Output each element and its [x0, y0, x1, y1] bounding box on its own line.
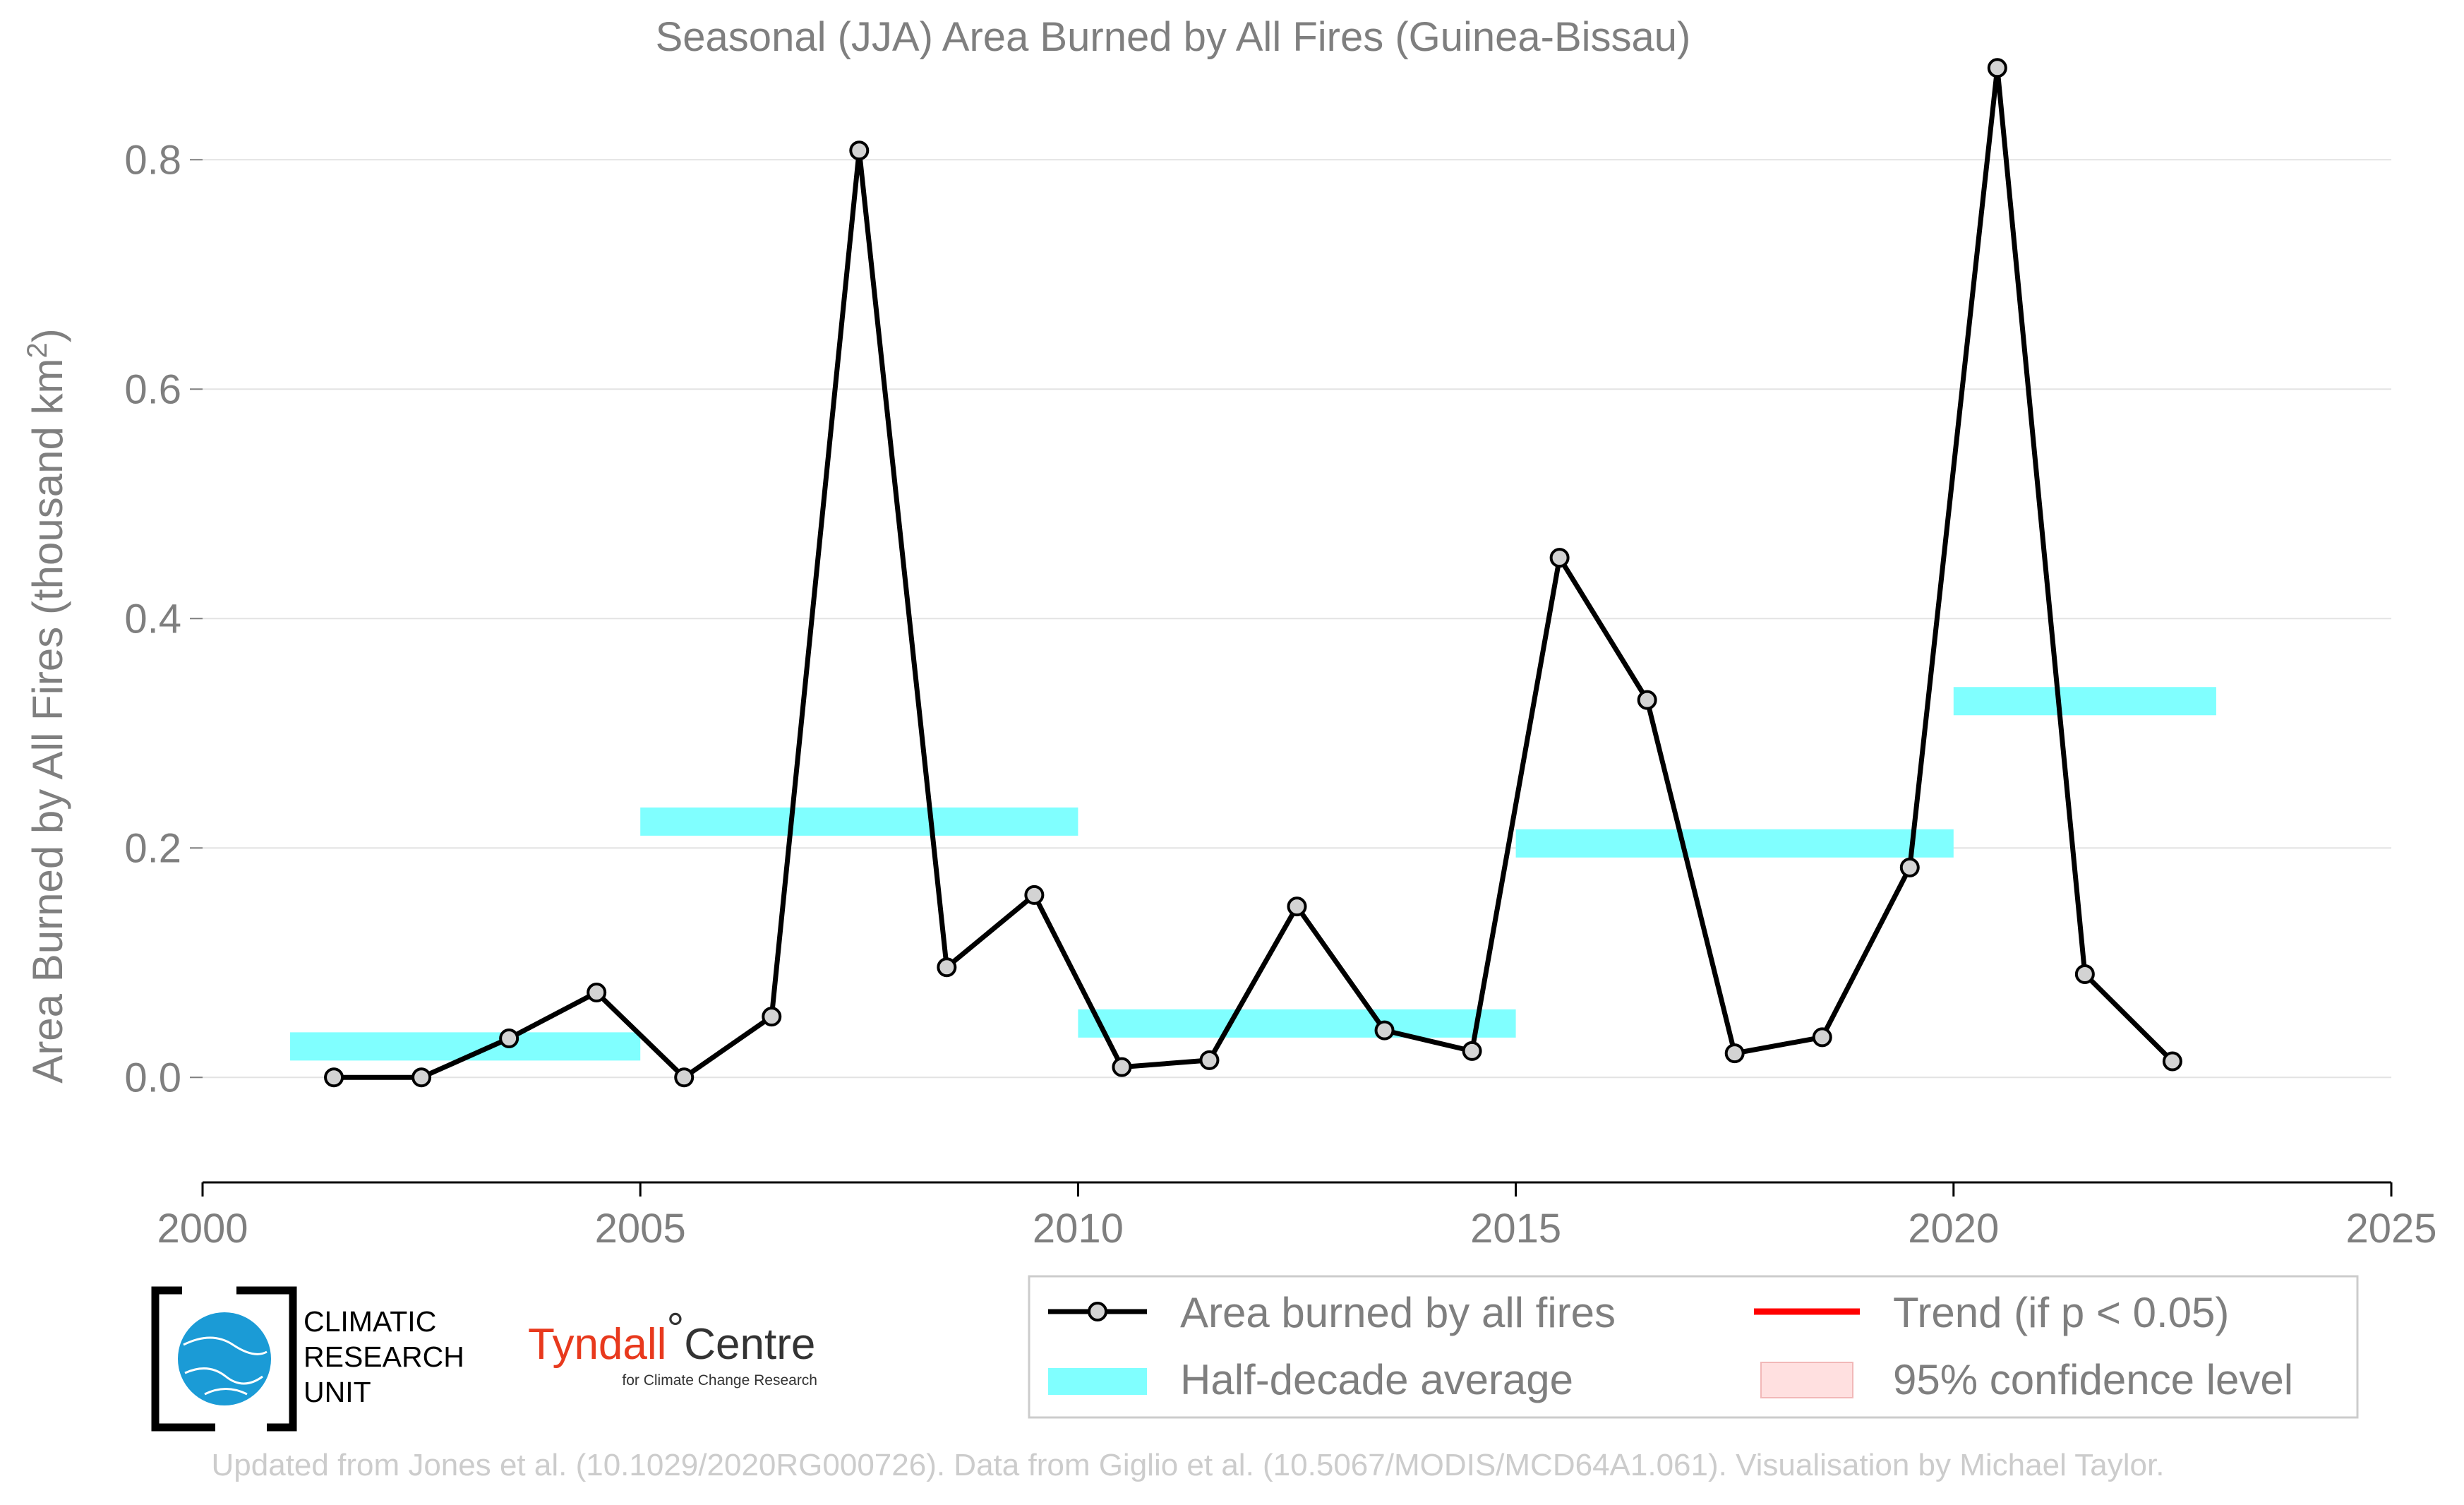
y-tick-labels: 0.0 0.2 0.4 0.6 0.8 — [124, 137, 181, 1101]
half-decade-bar — [1515, 829, 1954, 858]
legend-confidence-symbol — [1760, 1362, 1853, 1398]
x-tick-label: 2020 — [1908, 1206, 1999, 1252]
data-point — [2162, 1051, 2182, 1072]
x-tick-label: 2005 — [595, 1206, 686, 1252]
legend-marker-symbol — [1088, 1302, 1107, 1321]
x-tick-label: 2025 — [2345, 1206, 2436, 1252]
cru-text-line2: RESEARCH — [304, 1341, 464, 1373]
data-point — [937, 957, 957, 978]
data-point — [849, 140, 870, 161]
data-point — [1199, 1050, 1220, 1070]
tyndall-name: Tyndall°Centre — [528, 1305, 815, 1369]
globe-icon — [178, 1312, 271, 1405]
data-point — [411, 1067, 432, 1088]
tyndall-name-b: Centre — [684, 1320, 815, 1369]
data-point — [1024, 885, 1045, 905]
grid-lines — [190, 159, 2391, 1079]
legend-label-trend: Trend (if p < 0.05) — [1893, 1289, 2229, 1336]
y-tick-label: 0.0 — [124, 1055, 181, 1101]
x-tick-label: 2010 — [1033, 1206, 1124, 1252]
tyndall-subtitle: for Climate Change Research — [622, 1372, 817, 1389]
legend-band-symbol — [1048, 1368, 1147, 1395]
data-point — [1899, 857, 1920, 877]
legend-label-fires: Area burned by all fires — [1180, 1289, 1616, 1336]
y-axis-label-sup: 2 — [22, 342, 53, 358]
half-decade-bands — [290, 687, 2216, 1061]
cru-text-line3: UNIT — [304, 1376, 371, 1408]
legend-label-confidence: 95% confidence level — [1893, 1356, 2293, 1403]
data-point — [1987, 58, 2007, 78]
globe-swirl-2 — [184, 1367, 263, 1385]
y-tick-label: 0.8 — [124, 137, 181, 183]
footer-credit: Updated from Jones et al. (10.1029/2020R… — [212, 1448, 2165, 1482]
tyndall-degree: ° — [666, 1305, 684, 1353]
data-point — [1549, 548, 1570, 568]
cru-bracket-right — [236, 1286, 297, 1432]
data-point — [1287, 897, 1307, 917]
data-point — [324, 1067, 344, 1088]
x-axis: 2000 2005 2010 2015 2020 2025 — [157, 1181, 2437, 1252]
data-point — [674, 1067, 695, 1088]
data-point — [1637, 690, 1657, 710]
half-decade-bar — [640, 807, 1078, 836]
chart-title: Seasonal (JJA) Area Burned by All Fires … — [656, 14, 1691, 60]
data-point — [499, 1029, 519, 1048]
half-decade-bar — [1078, 1009, 1516, 1038]
tyndall-name-a: Tyndall — [528, 1320, 666, 1369]
y-axis-label-end: ) — [24, 328, 71, 342]
x-tick-label: 2000 — [157, 1206, 248, 1252]
cru-bracket-left — [151, 1286, 215, 1432]
y-tick-label: 0.2 — [124, 825, 181, 871]
y-tick-label: 0.4 — [124, 596, 181, 642]
data-point — [1112, 1057, 1132, 1077]
legend-label-half-decade: Half-decade average — [1180, 1356, 1573, 1403]
globe-swirl-3 — [204, 1388, 248, 1396]
data-point — [1812, 1027, 1832, 1048]
legend-box — [1028, 1275, 2359, 1419]
globe-swirl-1 — [183, 1336, 268, 1355]
half-decade-bar — [1953, 687, 2216, 716]
data-point — [1724, 1043, 1745, 1064]
data-point — [762, 1007, 782, 1027]
x-tick-label: 2015 — [1470, 1206, 1561, 1252]
legend: Area burned by all fires Half-decade ave… — [1028, 1275, 2359, 1419]
data-point — [1374, 1020, 1395, 1041]
y-axis-label-main: Area Burned by All Fires (thousand km — [24, 359, 71, 1084]
y-tick-label: 0.6 — [124, 366, 181, 412]
data-point — [2074, 964, 2095, 984]
data-point — [1462, 1041, 1482, 1061]
cru-logo: CLIMATIC RESEARCH UNIT — [151, 1286, 464, 1432]
series-line-area-burned — [334, 65, 2175, 1080]
cru-text-line1: CLIMATIC — [304, 1305, 436, 1338]
series-layer — [324, 58, 2182, 1088]
y-axis-label: Area Burned by All Fires (thousand km2) — [22, 328, 71, 1083]
tyndall-logo: Tyndall°Centre for Climate Change Resear… — [528, 1305, 817, 1389]
data-point — [587, 983, 607, 1002]
